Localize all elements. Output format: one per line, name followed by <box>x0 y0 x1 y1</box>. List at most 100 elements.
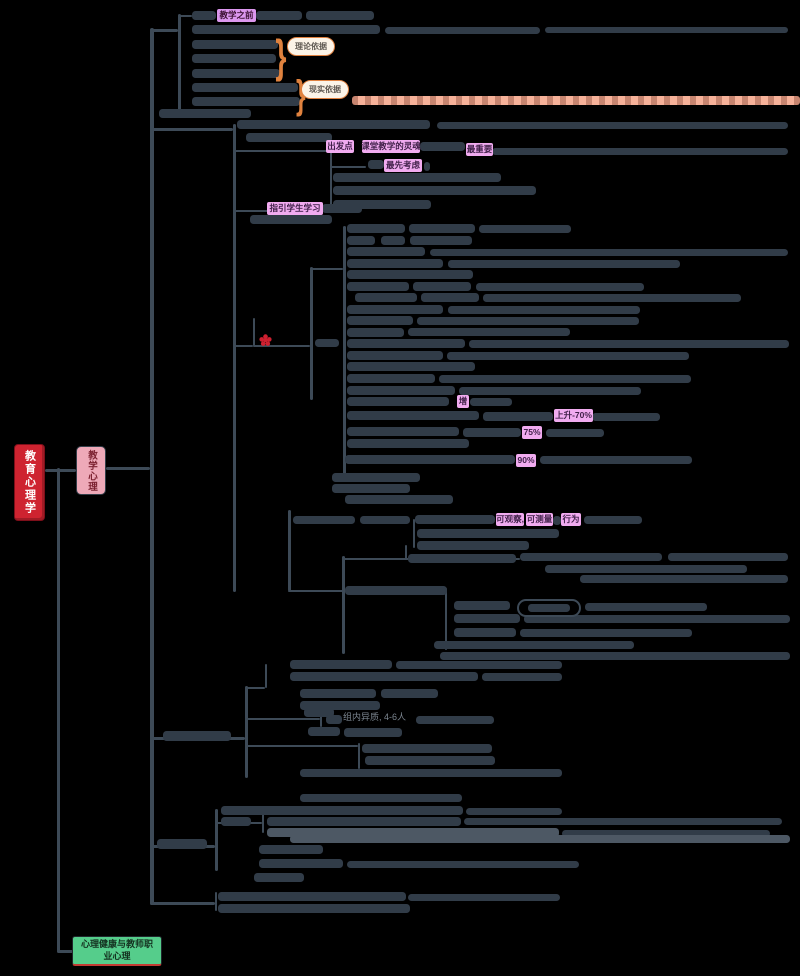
text-bar <box>410 236 472 245</box>
text-bar <box>345 455 515 464</box>
connector-line <box>245 686 248 778</box>
brace-icon: } <box>295 73 306 117</box>
text-bar <box>440 652 790 660</box>
text-bar <box>448 306 640 314</box>
text-bar <box>345 586 447 595</box>
text-bar <box>415 515 495 524</box>
text-bar <box>290 835 790 843</box>
connector-line <box>150 28 154 905</box>
outlined-topic-box[interactable] <box>517 599 581 617</box>
connector-line <box>150 128 233 131</box>
highlight-75[interactable]: 75% <box>522 426 542 439</box>
text-bar <box>290 660 392 669</box>
text-bar <box>466 808 562 815</box>
text-bar <box>300 794 462 802</box>
connector-line <box>150 29 178 32</box>
text-bar <box>333 186 536 195</box>
text-bar <box>347 282 409 291</box>
text-bar <box>347 305 443 314</box>
connector-line <box>233 150 330 152</box>
text-bar <box>347 316 413 325</box>
text-bar <box>347 270 473 279</box>
bubble-reality-basis[interactable]: 现实依据 <box>301 80 349 99</box>
connector-line <box>150 902 215 905</box>
connector-line <box>233 210 268 212</box>
text-bar <box>447 352 689 360</box>
text-bar <box>416 716 494 724</box>
text-bar <box>333 200 431 209</box>
text-bar <box>540 456 692 464</box>
text-bar <box>492 148 788 155</box>
connector-line <box>413 519 415 548</box>
text-bar <box>163 731 231 741</box>
text-bar <box>381 689 438 698</box>
text-bar <box>420 142 465 151</box>
text-bar <box>256 11 302 20</box>
highlight-behavior[interactable]: 行为 <box>561 513 581 526</box>
text-bar <box>360 516 410 524</box>
connector-line <box>245 745 358 747</box>
text-bar <box>347 259 443 268</box>
highlight-measurable[interactable]: 可测量 <box>526 513 553 526</box>
text-bar <box>300 769 562 777</box>
highlight-most-important[interactable]: 最重要 <box>466 143 493 156</box>
root-node[interactable]: 教育心理学 <box>14 444 45 521</box>
connector-line <box>245 687 265 689</box>
connector-line <box>288 510 291 591</box>
text-bar <box>408 894 560 901</box>
highlight-guide-learning[interactable]: 指引学生学习 <box>267 202 323 215</box>
text-bar <box>476 283 644 291</box>
text-bar <box>362 744 492 753</box>
highlight-starting-point[interactable]: 出发点 <box>326 140 354 153</box>
text-bar <box>347 236 375 245</box>
connector-line <box>310 268 343 270</box>
highlight-observable[interactable]: 可观察, <box>496 513 524 526</box>
text-bar <box>434 641 634 649</box>
connector-line <box>342 556 345 654</box>
highlight-rise-70[interactable]: 上升-70% <box>554 409 593 422</box>
highlight-consider-first[interactable]: 最先考虑 <box>384 159 422 172</box>
branch-node-mental-health[interactable]: 心理健康与教师职业心理 <box>72 936 162 966</box>
text-bar <box>159 109 251 118</box>
text-bar <box>267 828 559 837</box>
brace-icon: } <box>275 30 287 82</box>
text-bar <box>192 11 216 20</box>
text-bar <box>347 439 469 448</box>
highlight-zeng[interactable]: 增 <box>457 395 469 408</box>
text-bar <box>409 224 475 233</box>
connector-line <box>320 711 322 727</box>
text-bar <box>293 516 355 524</box>
connector-line <box>45 469 76 472</box>
branch-node-teaching-psychology[interactable]: 教学心理 <box>76 446 106 495</box>
salmon-highlight-bar <box>352 96 800 105</box>
text-bar <box>290 672 478 681</box>
text-bar <box>300 689 376 698</box>
text-bar <box>585 603 707 611</box>
text-bar <box>459 387 641 395</box>
text-bar <box>408 554 516 563</box>
highlight-soul-of-class[interactable]: 课堂教学的灵魂 <box>361 140 421 153</box>
text-bar <box>592 413 660 421</box>
flower-marker-icon <box>259 334 272 346</box>
text-bar <box>237 120 430 129</box>
text-bar <box>365 756 495 765</box>
text-bar <box>469 340 789 348</box>
text-bar <box>315 339 339 347</box>
text-bar <box>333 173 501 182</box>
text-bar <box>430 249 788 256</box>
text-bar <box>259 859 343 868</box>
text-bar <box>344 728 402 737</box>
text-bar <box>322 204 362 213</box>
bubble-theory-basis[interactable]: 理论依据 <box>287 37 335 56</box>
text-bar <box>347 427 459 436</box>
text-bar <box>347 339 465 348</box>
highlight-before-teaching[interactable]: 教学之前 <box>217 9 256 22</box>
connector-line <box>233 124 236 592</box>
connector-line <box>262 814 264 833</box>
text-bar <box>417 529 559 538</box>
text-bar <box>347 861 579 868</box>
highlight-90[interactable]: 90% <box>516 454 536 467</box>
text-bar <box>408 328 570 336</box>
text-bar <box>347 374 435 383</box>
text-bar <box>463 428 521 437</box>
